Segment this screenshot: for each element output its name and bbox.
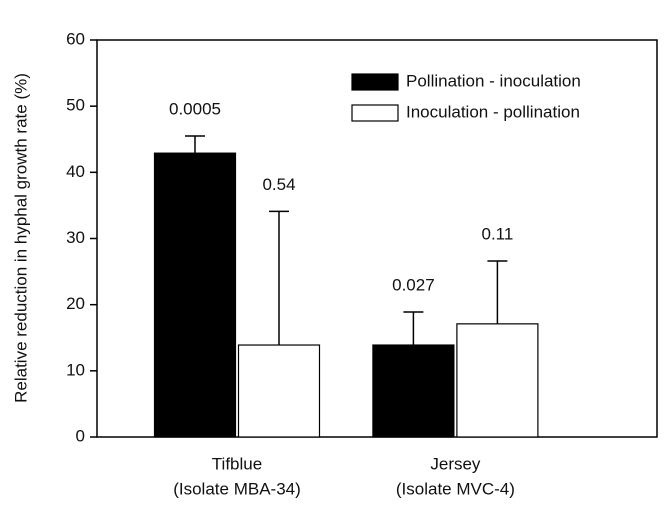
y-axis-label: Relative reduction in hyphal growth rate… (11, 73, 30, 403)
y-tick-label: 50 (66, 96, 85, 115)
legend-swatch (351, 73, 399, 91)
y-tick-label: 60 (66, 29, 85, 48)
bar (372, 344, 455, 438)
x-tick-label: Tifblue (212, 454, 262, 473)
legend-swatch (351, 104, 399, 122)
p-value-label: 0.11 (481, 224, 513, 243)
legend-label: Inoculation - pollination (406, 102, 580, 121)
p-value-label: 0.0005 (169, 99, 221, 118)
x-tick-label: Jersey (430, 454, 481, 473)
bar (153, 152, 237, 438)
x-tick-label: (Isolate MVC-4) (396, 479, 515, 498)
y-tick-label: 30 (66, 228, 85, 247)
bar (237, 344, 321, 438)
y-tick-label: 20 (66, 294, 85, 313)
y-tick-label: 0 (76, 426, 85, 445)
bar (456, 323, 539, 438)
p-value-label: 0.54 (262, 175, 295, 194)
legend-label: Pollination - inoculation (406, 71, 581, 90)
p-value-label: 0.027 (392, 275, 435, 294)
x-tick-label: (Isolate MBA-34) (173, 479, 301, 498)
y-tick-label: 10 (66, 360, 85, 379)
y-tick-label: 40 (66, 162, 85, 181)
